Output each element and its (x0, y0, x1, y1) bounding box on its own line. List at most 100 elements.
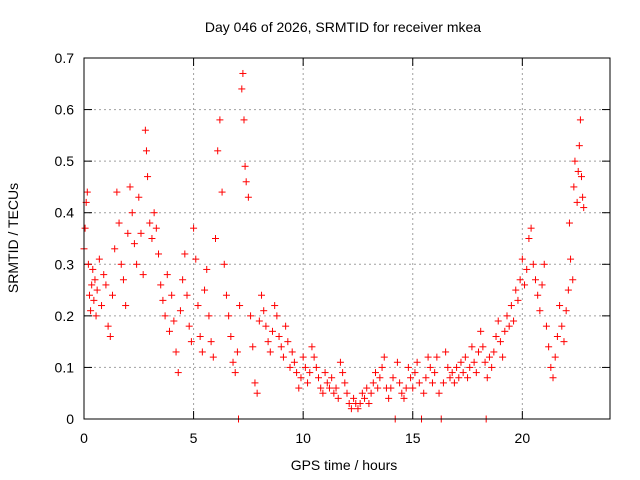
data-point (124, 229, 132, 237)
data-point (551, 353, 559, 361)
data-point (367, 389, 375, 397)
data-point (334, 394, 342, 402)
data-point (448, 369, 456, 377)
data-point (275, 332, 283, 340)
data-point (453, 363, 461, 371)
data-point (247, 312, 255, 320)
data-point (569, 276, 577, 284)
data-point (536, 307, 544, 315)
x-tick-label: 0 (80, 430, 88, 446)
data-point (185, 322, 193, 330)
data-point (312, 363, 320, 371)
data-point (192, 255, 200, 263)
data-point (538, 281, 546, 289)
data-point (433, 353, 441, 361)
data-point (549, 374, 557, 382)
data-point (81, 224, 89, 232)
data-point (444, 363, 452, 371)
data-point (527, 224, 535, 232)
data-point (574, 167, 582, 175)
data-point (356, 400, 364, 408)
data-point (89, 265, 97, 273)
data-point (286, 363, 294, 371)
data-point (242, 178, 250, 186)
data-point (84, 260, 92, 268)
x-tick-label: 15 (405, 430, 421, 446)
data-point (258, 291, 266, 299)
data-point (115, 219, 123, 227)
data-point (241, 162, 249, 170)
y-tick-label: 0.5 (55, 153, 75, 169)
data-point (111, 245, 119, 253)
data-point (87, 307, 95, 315)
data-point (104, 322, 112, 330)
data-point (262, 322, 270, 330)
axis-tick-labels: 0 0.1 0.2 0.3 0.4 0.5 0.6 0.7 0 5 10 15 20 (55, 50, 531, 446)
data-point (102, 281, 110, 289)
data-point (450, 379, 458, 387)
data-point (385, 394, 393, 402)
data-point (404, 363, 412, 371)
data-point (95, 255, 103, 263)
data-point (282, 322, 290, 330)
data-point (365, 400, 373, 408)
y-tick-label: 0.4 (55, 205, 75, 221)
y-tick-label: 0.2 (55, 308, 75, 324)
data-point (306, 369, 314, 377)
data-point (422, 374, 430, 382)
data-point (481, 358, 489, 366)
data-point (347, 405, 355, 413)
data-point (194, 302, 202, 310)
data-point (139, 271, 147, 279)
data-point (330, 389, 338, 397)
data-point (488, 363, 496, 371)
data-point (341, 379, 349, 387)
data-point (565, 219, 573, 227)
data-point (531, 276, 539, 284)
data-point (328, 374, 336, 382)
data-point (479, 343, 487, 351)
data-point (560, 338, 568, 346)
data-point (255, 317, 263, 325)
data-point (323, 379, 331, 387)
data-point (525, 235, 533, 242)
data-point (271, 302, 279, 310)
data-point (466, 363, 474, 371)
data-point (238, 85, 246, 93)
data-point (108, 291, 116, 299)
data-point (119, 276, 127, 284)
data-point (181, 250, 189, 258)
data-point (363, 384, 371, 392)
data-point (461, 353, 469, 361)
data-point (475, 348, 482, 356)
data-point (98, 302, 106, 310)
data-point (233, 348, 241, 356)
data-point (91, 276, 99, 284)
data-point (165, 327, 173, 335)
data-point (499, 353, 507, 361)
data-point (350, 394, 358, 402)
data-point (402, 384, 410, 392)
data-point (301, 363, 309, 371)
data-point (106, 332, 114, 340)
data-point (558, 322, 566, 330)
data-point (251, 379, 259, 387)
data-point (310, 353, 318, 361)
data-point (290, 358, 298, 366)
data-point (93, 286, 101, 294)
data-point (492, 332, 500, 340)
data-point (128, 209, 136, 217)
data-point (161, 312, 169, 320)
y-axis-title: SRMTID / TECUs (5, 183, 21, 293)
data-point (260, 307, 268, 315)
data-point (122, 302, 130, 310)
data-point (387, 384, 395, 392)
data-point (457, 358, 465, 366)
data-point (435, 389, 443, 397)
data-point (496, 338, 504, 346)
data-point (464, 374, 472, 382)
data-point (518, 255, 526, 263)
data-point (113, 188, 121, 196)
data-point (580, 204, 588, 212)
